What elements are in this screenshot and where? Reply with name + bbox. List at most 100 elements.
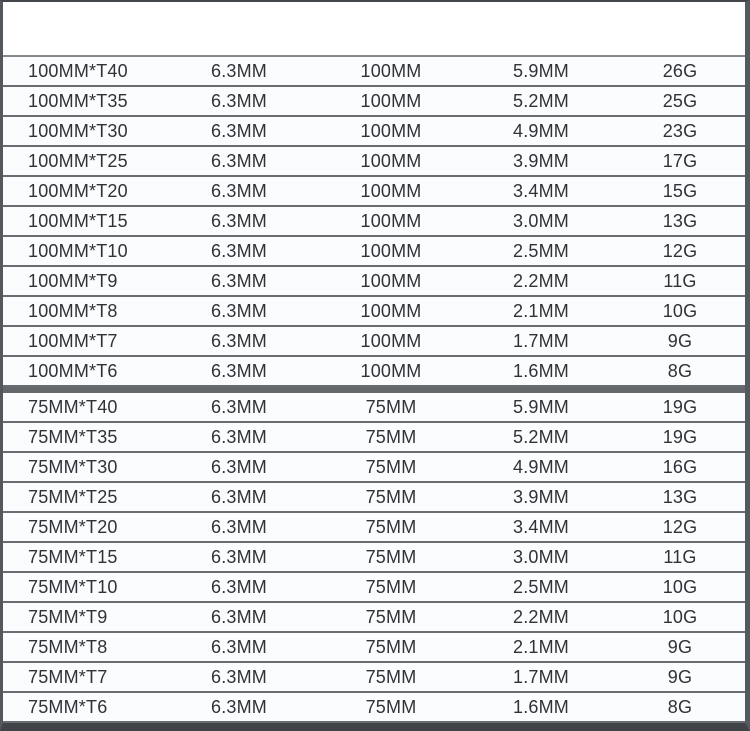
table-row: 100MM*T15 6.3MM 100MM 3.0MM 13G — [3, 207, 745, 237]
table-row: 100MM*T7 6.3MM 100MM 1.7MM 9G — [3, 327, 745, 357]
spec-cell-length: 75MM — [365, 577, 417, 597]
spec-cell-model: 75MM*T6 — [28, 697, 108, 717]
spec-cell-shank-diameter: 6.3MM — [210, 211, 267, 231]
spec-cell-weight: 19G — [662, 397, 698, 417]
spec-cell-tip-width: 1.6MM — [512, 361, 569, 381]
spec-cell-length: 100MM — [360, 361, 422, 381]
spec-cell-length: 75MM — [365, 667, 417, 687]
spec-cell-shank-diameter: 6.3MM — [210, 697, 267, 717]
table-row: 100MM*T40 6.3MM 100MM 5.9MM 26G — [3, 57, 745, 87]
spec-cell-model: 100MM*T6 — [28, 361, 118, 381]
spec-cell-length: 75MM — [365, 427, 417, 447]
spec-cell-shank-diameter: 6.3MM — [210, 607, 267, 627]
spec-cell-shank-diameter: 6.3MM — [210, 547, 267, 567]
spec-cell-model: 75MM*T35 — [28, 427, 118, 447]
table-row: 75MM*T10 6.3MM 75MM 2.5MM 10G — [3, 573, 745, 603]
table-row: 100MM*T25 6.3MM 100MM 3.9MM 17G — [3, 147, 745, 177]
spec-cell-shank-diameter: 6.3MM — [210, 427, 267, 447]
spec-cell-tip-width: 2.2MM — [512, 271, 569, 291]
spec-cell-weight: 10G — [662, 301, 698, 321]
spec-cell-tip-width: 5.9MM — [512, 397, 569, 417]
spec-cell-weight: 11G — [663, 547, 697, 567]
spec-cell-shank-diameter: 6.3MM — [210, 301, 267, 321]
spec-cell-tip-width: 4.9MM — [512, 121, 569, 141]
spec-cell-length: 75MM — [365, 697, 417, 717]
spec-cell-model: 100MM*T30 — [28, 121, 128, 141]
spec-cell-model: 100MM*T15 — [28, 211, 128, 231]
table-row: 100MM*T9 6.3MM 100MM 2.2MM 11G — [3, 267, 745, 297]
spec-cell-shank-diameter: 6.3MM — [210, 91, 267, 111]
spec-cell-length: 100MM — [360, 211, 422, 231]
spec-cell-length: 75MM — [365, 457, 417, 477]
spec-cell-model: 75MM*T20 — [28, 517, 118, 537]
spec-cell-model: 75MM*T9 — [28, 607, 108, 627]
spec-cell-length: 100MM — [360, 151, 422, 171]
spec-cell-model: 75MM*T10 — [28, 577, 118, 597]
spec-cell-weight: 10G — [662, 607, 698, 627]
header-spacer — [3, 2, 745, 57]
spec-cell-model: 100MM*T7 — [28, 331, 118, 351]
spec-cell-length: 100MM — [360, 301, 422, 321]
spec-cell-tip-width: 3.4MM — [512, 517, 569, 537]
spec-cell-weight: 26G — [662, 61, 698, 81]
spec-cell-tip-width: 2.5MM — [512, 577, 569, 597]
spec-cell-tip-width: 2.1MM — [512, 637, 569, 657]
table-row: 75MM*T40 6.3MM 75MM 5.9MM 19G — [3, 393, 745, 423]
table-row: 75MM*T6 6.3MM 75MM 1.6MM 8G — [3, 693, 745, 723]
spec-cell-model: 100MM*T35 — [28, 91, 128, 111]
spec-section-75mm-series: 75MM*T40 6.3MM 75MM 5.9MM 19G 75MM*T35 6.3MM 75… — [3, 393, 745, 723]
table-row: 75MM*T8 6.3MM 75MM 2.1MM 9G — [3, 633, 745, 663]
table-row: 75MM*T9 6.3MM 75MM 2.2MM 10G — [3, 603, 745, 633]
spec-cell-length: 75MM — [365, 517, 417, 537]
spec-cell-tip-width: 3.0MM — [512, 211, 569, 231]
spec-cell-length: 75MM — [365, 607, 417, 627]
spec-cell-length: 100MM — [360, 331, 422, 351]
spec-cell-weight: 19G — [662, 427, 698, 447]
spec-cell-weight: 13G — [662, 211, 698, 231]
spec-cell-model: 75MM*T40 — [28, 397, 118, 417]
spec-cell-shank-diameter: 6.3MM — [210, 487, 267, 507]
spec-cell-shank-diameter: 6.3MM — [210, 271, 267, 291]
table-row: 100MM*T35 6.3MM 100MM 5.2MM 25G — [3, 87, 745, 117]
spec-cell-tip-width: 3.9MM — [512, 151, 569, 171]
spec-cell-model: 100MM*T8 — [28, 301, 118, 321]
spec-cell-shank-diameter: 6.3MM — [210, 667, 267, 687]
table-row: 75MM*T15 6.3MM 75MM 3.0MM 11G — [3, 543, 745, 573]
table-row: 75MM*T20 6.3MM 75MM 3.4MM 12G — [3, 513, 745, 543]
spec-cell-tip-width: 5.2MM — [512, 427, 569, 447]
spec-cell-shank-diameter: 6.3MM — [210, 121, 267, 141]
spec-cell-length: 75MM — [365, 397, 417, 417]
spec-cell-model: 75MM*T8 — [28, 637, 108, 657]
spec-cell-tip-width: 1.7MM — [512, 331, 569, 351]
spec-cell-model: 75MM*T15 — [28, 547, 118, 567]
spec-cell-shank-diameter: 6.3MM — [210, 397, 267, 417]
spec-cell-shank-diameter: 6.3MM — [210, 241, 267, 261]
spec-cell-weight: 25G — [662, 91, 698, 111]
spec-cell-shank-diameter: 6.3MM — [210, 517, 267, 537]
spec-cell-shank-diameter: 6.3MM — [210, 61, 267, 81]
table-row: 100MM*T10 6.3MM 100MM 2.5MM 12G — [3, 237, 745, 267]
spec-cell-weight: 12G — [662, 517, 698, 537]
spec-cell-weight: 15G — [662, 181, 698, 201]
spec-cell-weight: 8G — [667, 697, 693, 717]
spec-cell-shank-diameter: 6.3MM — [210, 637, 267, 657]
table-row: 100MM*T20 6.3MM 100MM 3.4MM 15G — [3, 177, 745, 207]
spec-section-100mm-series: 100MM*T40 6.3MM 100MM 5.9MM 26G 100MM*T35 6.3M… — [3, 57, 745, 387]
table-row: 75MM*T25 6.3MM 75MM 3.9MM 13G — [3, 483, 745, 513]
spec-table: 100MM*T40 6.3MM 100MM 5.9MM 26G 100MM*T35 6.3M… — [3, 57, 745, 723]
spec-cell-model: 75MM*T30 — [28, 457, 118, 477]
spec-cell-tip-width: 3.4MM — [512, 181, 569, 201]
section-divider — [3, 387, 745, 393]
spec-cell-tip-width: 2.1MM — [512, 301, 569, 321]
spec-cell-length: 75MM — [365, 487, 417, 507]
spec-cell-length: 100MM — [360, 121, 422, 141]
spec-cell-tip-width: 2.2MM — [512, 607, 569, 627]
spec-cell-tip-width: 5.2MM — [512, 91, 569, 111]
spec-cell-model: 100MM*T9 — [28, 271, 118, 291]
spec-cell-tip-width: 1.7MM — [512, 667, 569, 687]
spec-cell-model: 100MM*T10 — [28, 241, 128, 261]
spec-cell-model: 100MM*T25 — [28, 151, 128, 171]
spec-cell-tip-width: 3.9MM — [512, 487, 569, 507]
spec-cell-length: 100MM — [360, 241, 422, 261]
